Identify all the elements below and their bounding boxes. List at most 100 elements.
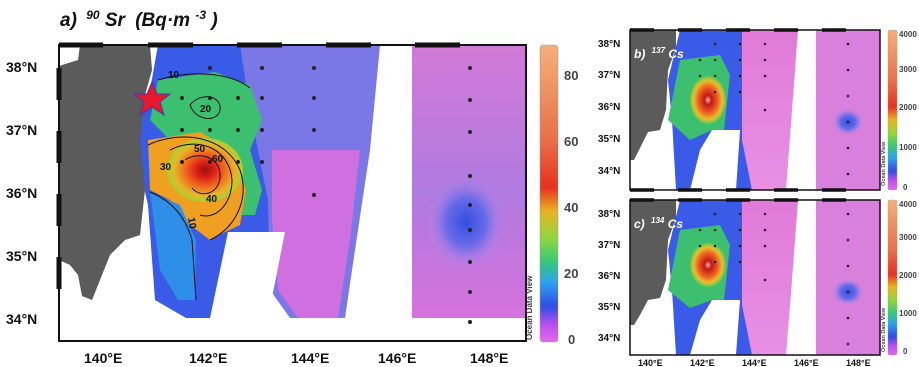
station-dot <box>312 96 316 100</box>
colorbar-tick-60: 60 <box>564 134 578 149</box>
panel-c-lon-140: 140°E <box>638 358 663 367</box>
station-dot <box>738 244 742 248</box>
station-dot <box>208 160 212 164</box>
station-dot <box>846 342 850 346</box>
station-dot <box>713 260 717 264</box>
panel-c-stations <box>698 212 850 346</box>
station-dot <box>208 96 212 100</box>
station-dot <box>698 58 702 62</box>
station-dot <box>738 260 742 264</box>
offshore-blue-patch <box>426 174 506 270</box>
colorbar-tick-40: 40 <box>564 200 578 215</box>
lat-label-36: 36°N <box>6 185 37 201</box>
station-dot <box>763 74 767 78</box>
station-dot <box>763 58 767 62</box>
station-dot <box>763 42 767 46</box>
panel-c-watermark: Ocean Data View <box>881 307 887 352</box>
colorbar-tick-80: 80 <box>564 68 578 83</box>
panel-c-gap <box>712 300 740 355</box>
contours <box>147 73 251 301</box>
panel-b-lat-34: 34°N <box>598 166 620 177</box>
station-dot <box>713 90 717 94</box>
station-dot <box>180 160 184 164</box>
station-dot <box>763 278 767 282</box>
panel-b-title: b) 137 Cs <box>634 42 684 61</box>
panel-c-lon-148: 148°E <box>846 358 871 367</box>
main-panel: a) 90 Sr (Bq·m -3 ) <box>6 3 578 366</box>
station-dot <box>846 264 850 268</box>
station-dot <box>738 212 742 216</box>
panel-c-land <box>630 200 676 325</box>
panel-b-lat-38: 38°N <box>598 39 620 50</box>
panel-b-lat-35: 35°N <box>598 134 620 145</box>
panel-b-hotspot <box>690 76 726 124</box>
station-dot <box>713 228 717 232</box>
data-gap-2 <box>215 232 285 318</box>
panel-c-hotspot <box>690 243 726 287</box>
colorbar-tick-20: 20 <box>564 266 578 281</box>
station-dot <box>468 290 472 294</box>
station-dot <box>846 316 850 320</box>
lon-label-148: 148°E <box>470 350 508 366</box>
panel-c-cb-3000: 3000 <box>899 233 917 242</box>
lat-label-34: 34°N <box>6 311 37 327</box>
station-dot <box>738 90 742 94</box>
station-dot <box>312 128 316 132</box>
station-dot <box>846 172 850 176</box>
watermark-main: Ocean Data View <box>525 275 534 340</box>
station-dot <box>312 66 316 70</box>
station-dot <box>468 130 472 134</box>
station-dot <box>260 96 264 100</box>
panel-b-cb-3000: 3000 <box>899 65 917 74</box>
panel-c-lat-36: 36°N <box>598 271 620 282</box>
station-dot <box>846 94 850 98</box>
panel-b-stations <box>698 42 850 176</box>
panel-b-offshore-1 <box>742 30 798 190</box>
lat-label-37: 37°N <box>6 122 37 138</box>
station-dot <box>698 74 702 78</box>
panel-b-cb-1000: 1000 <box>899 143 917 152</box>
station-dot <box>713 58 717 62</box>
panel-b-frame-ticks <box>630 28 846 192</box>
station-dot <box>260 128 264 132</box>
station-dot <box>260 66 264 70</box>
station-dot <box>763 212 767 216</box>
red-star-marker <box>132 80 172 117</box>
station-dot <box>208 128 212 132</box>
station-dot <box>180 128 184 132</box>
station-dot <box>312 193 316 197</box>
panel-c-cb-1000: 1000 <box>899 309 917 318</box>
coastal-cyan <box>150 192 196 300</box>
panel-c-offshore-2 <box>816 200 880 355</box>
station-dot <box>468 203 472 207</box>
contour-label-3: 30 <box>160 162 172 173</box>
contour-label-6: 40 <box>206 194 218 205</box>
lon-label-140: 140°E <box>84 350 122 366</box>
panel-b-frame <box>629 29 881 191</box>
station-dot <box>846 238 850 242</box>
station-dot <box>713 212 717 216</box>
panel-c: c) 134 Cs 38°N 37°N 36°N 35°N 34°N 140°E… <box>598 198 917 367</box>
colorbar-tick-0: 0 <box>568 332 575 347</box>
panel-b-gap <box>712 130 740 190</box>
station-dot <box>713 74 717 78</box>
purple-lobe <box>272 150 360 318</box>
panel-b-cb-2000: 2000 <box>899 103 917 112</box>
station-dot <box>698 244 702 248</box>
station-dot <box>846 146 850 150</box>
lon-label-144: 144°E <box>291 350 329 366</box>
station-dot <box>468 174 472 178</box>
contour-label-1: 10 <box>168 70 180 81</box>
land-mass <box>59 45 152 300</box>
station-dot <box>763 228 767 232</box>
station-dot <box>763 108 767 112</box>
main-title: a) 90 Sr (Bq·m -3 ) <box>60 3 218 31</box>
panel-c-offshore-1 <box>742 200 798 355</box>
data-gap <box>380 45 412 341</box>
panel-c-frame <box>629 199 881 356</box>
station-dot <box>846 290 850 294</box>
lon-label-142: 142°E <box>189 350 227 366</box>
panel-c-lon-144: 144°E <box>742 358 767 367</box>
panel-b: b) 137 Cs 38°N 37°N 36°N 35°N 34°N 4000 … <box>598 28 917 192</box>
